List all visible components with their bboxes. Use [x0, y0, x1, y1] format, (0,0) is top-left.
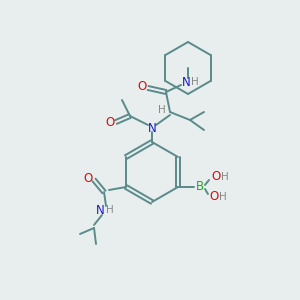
Text: O: O — [105, 116, 115, 128]
Text: O: O — [209, 190, 219, 203]
Text: B: B — [196, 181, 204, 194]
Text: N: N — [96, 203, 104, 217]
Text: N: N — [148, 122, 156, 134]
Text: N: N — [182, 76, 190, 88]
Text: O: O — [137, 80, 147, 94]
Text: H: H — [158, 105, 166, 115]
Text: O: O — [83, 172, 93, 185]
Text: H: H — [219, 192, 227, 202]
Text: H: H — [191, 77, 199, 87]
Text: H: H — [221, 172, 229, 182]
Text: O: O — [212, 170, 220, 184]
Text: H: H — [106, 205, 114, 215]
